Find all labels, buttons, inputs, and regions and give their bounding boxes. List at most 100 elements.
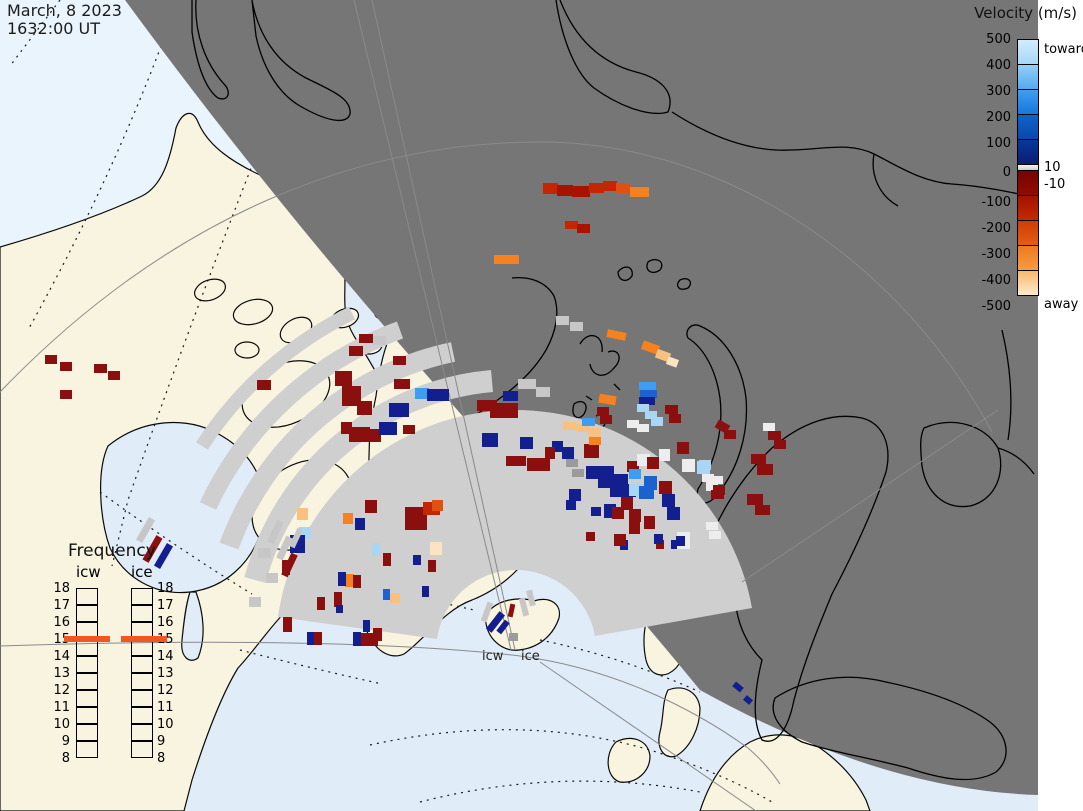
novaya-zemlya — [686, 324, 748, 504]
arctic-island — [193, 278, 227, 302]
latitude-ring-upper — [0, 141, 993, 433]
velocity-cell — [490, 403, 518, 418]
velocity-cell — [603, 181, 617, 191]
scandinavia — [701, 415, 889, 742]
colorbar-title: Velocity (m/s) — [974, 4, 1077, 22]
velocity-cell — [724, 430, 736, 439]
velocity-cell — [383, 589, 390, 600]
velocity-cell — [644, 516, 655, 529]
neg-threshold-label: -10 — [1044, 177, 1066, 192]
colorbar-tick-label: 300 — [986, 84, 1011, 99]
frequency-cell — [76, 707, 98, 724]
velocity-cell — [60, 390, 72, 399]
white-sea-kola — [920, 421, 1035, 508]
velocity-cell — [591, 507, 601, 516]
frequency-cell — [76, 690, 98, 707]
colorbar-segment — [1017, 114, 1039, 140]
velocity-cell — [637, 454, 650, 466]
velocity-cell — [503, 391, 518, 401]
velocity-cell — [577, 224, 590, 233]
colorbar-segment — [1017, 220, 1039, 246]
velocity-cell — [629, 522, 640, 534]
velocity-cell — [390, 593, 400, 603]
velocity-cell — [566, 459, 578, 467]
velocity-cell — [485, 611, 506, 633]
velocity-cell — [283, 617, 292, 632]
velocity-cell — [317, 597, 325, 610]
frequency-highlight-bar — [121, 636, 167, 642]
velocity-cell — [94, 364, 107, 373]
velocity-cell — [383, 553, 391, 566]
date-text: March, 8 2023 — [7, 1, 122, 20]
velocity-cell — [586, 532, 595, 541]
velocity-cell — [639, 382, 656, 390]
arctic-island — [232, 298, 274, 326]
velocity-cell — [637, 424, 649, 432]
velocity-cell — [732, 681, 744, 693]
velocity-cell — [621, 497, 633, 510]
colorbar-tick-label: -500 — [981, 299, 1011, 314]
frequency-tick-label: 16 — [157, 615, 174, 630]
barents-coast — [1001, 329, 1012, 441]
velocity-cell — [153, 542, 174, 570]
colorbar-segment — [1017, 39, 1039, 65]
velocity-cell — [108, 371, 120, 380]
velocity-cell — [413, 555, 421, 565]
ireland — [607, 737, 651, 783]
velocity-cell — [659, 449, 670, 461]
velocity-cell — [353, 575, 361, 588]
velocity-cell — [45, 355, 57, 364]
velocity-cell — [496, 619, 510, 635]
colorbar-tick-label: 200 — [986, 110, 1011, 125]
velocity-cell — [343, 513, 353, 524]
velocity-cell — [415, 388, 429, 399]
velocity-cell — [509, 633, 518, 641]
colorbar-segment — [1017, 170, 1039, 196]
frequency-tick-label: 8 — [61, 751, 70, 766]
velocity-cell — [341, 422, 352, 434]
night-terminator-region — [125, 0, 1038, 795]
frequency-tick-label: 9 — [61, 734, 70, 749]
frequency-cell — [131, 673, 153, 690]
velocity-cell — [432, 500, 443, 511]
velocity-cell — [656, 540, 664, 549]
velocity-cell — [645, 411, 657, 419]
pos-threshold-label: 10 — [1044, 160, 1061, 175]
frequency-tick-label: 15 — [53, 632, 70, 647]
colorbar-tick-label: 0 — [1002, 165, 1011, 180]
frequency-tick-label: 13 — [157, 666, 174, 681]
velocity-cell — [364, 429, 381, 442]
frequency-cell — [131, 741, 153, 758]
velocity-cell — [526, 589, 536, 607]
velocity-cell — [506, 456, 526, 466]
frequency-tick-label: 12 — [53, 683, 70, 698]
velocity-cell — [314, 632, 322, 645]
velocity-cell — [747, 494, 763, 505]
velocity-cell — [637, 404, 649, 412]
colorbar-tick-label: 400 — [986, 58, 1011, 73]
velocity-cell — [545, 447, 555, 459]
colorbar-segment — [1017, 245, 1039, 271]
velocity-cell — [428, 560, 436, 572]
velocity-cell — [589, 183, 604, 193]
velocity-cell — [477, 400, 497, 411]
velocity-cell — [647, 457, 659, 469]
frequency-tick-label: 18 — [157, 581, 174, 596]
frequency-legend-title: Frequency — [68, 541, 156, 561]
toward-label: toward — [1044, 42, 1083, 57]
colorbar-segment — [1017, 139, 1039, 165]
velocity-cell — [630, 187, 649, 197]
velocity-cell — [667, 507, 680, 520]
velocity-cell — [606, 329, 627, 341]
frequency-tick-label: 13 — [53, 666, 70, 681]
time-text: 1632:00 UT — [7, 19, 101, 38]
velocity-cell — [671, 540, 679, 549]
velocity-cell — [556, 316, 569, 325]
velocity-cell — [774, 440, 786, 449]
frequency-highlight-bar — [64, 636, 110, 642]
velocity-cell — [353, 632, 361, 646]
velocity-cell — [349, 346, 363, 356]
frequency-tick-label: 8 — [157, 751, 166, 766]
velocity-cell — [563, 422, 576, 430]
frequency-tick-label: 17 — [157, 598, 174, 613]
